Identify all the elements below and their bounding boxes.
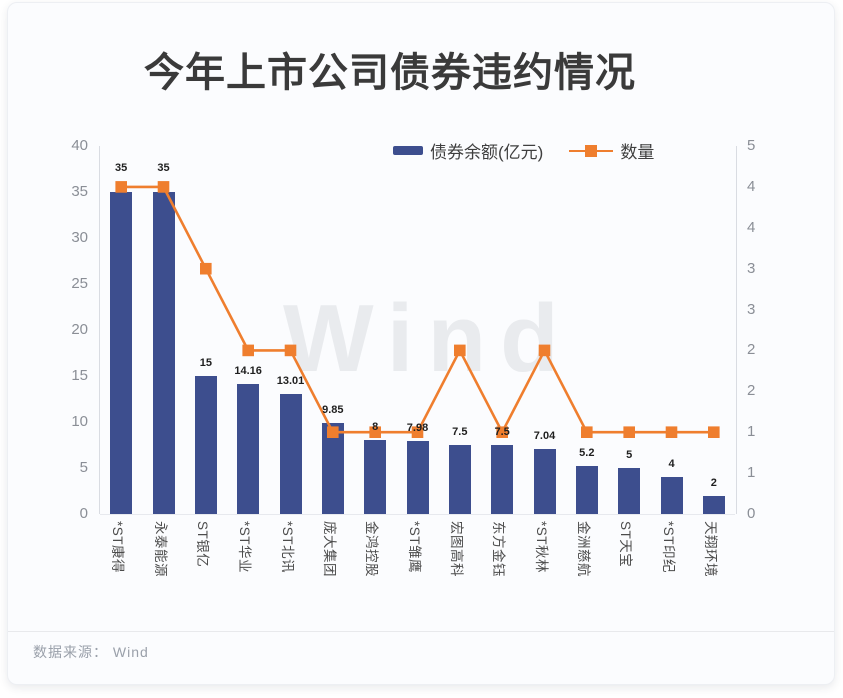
bar-value-label: 7.5 xyxy=(494,426,510,438)
count-marker xyxy=(115,181,127,193)
bar-value-label: 4 xyxy=(668,458,675,471)
bond-balance-bar xyxy=(194,376,217,514)
x-axis-label-text: *ST秋林 xyxy=(533,521,549,574)
count-marker xyxy=(200,262,212,275)
x-axis-label-text: 金鸿控股 xyxy=(364,521,380,577)
right-axis-tick: 5 xyxy=(747,137,756,154)
bond-balance-bar xyxy=(660,477,683,514)
bond-balance-bar xyxy=(279,394,302,514)
bond-balance-bar xyxy=(575,466,598,514)
bar-value-label: 9.85 xyxy=(322,404,344,417)
legend-label-count: 数量 xyxy=(620,143,655,162)
chart-card xyxy=(7,2,835,685)
count-marker xyxy=(454,344,466,357)
left-axis-tick: 0 xyxy=(79,505,88,522)
bond-balance-bar xyxy=(491,445,514,514)
x-axis-label-text: *ST北讯 xyxy=(279,521,295,574)
legend-item-bond-balance: 债券余额(亿元) xyxy=(393,138,543,163)
right-axis-tick: 1 xyxy=(747,423,756,441)
count-marker xyxy=(157,181,170,193)
left-axis-tick: 35 xyxy=(71,183,88,200)
left-axis-tick: 20 xyxy=(71,321,88,338)
legend-label-bond-balance: 债券余额(亿元) xyxy=(430,143,544,162)
bond-balance-bar xyxy=(152,192,175,514)
x-axis-label-text: *ST雏鹰 xyxy=(406,521,422,574)
bond-balance-bar xyxy=(448,445,471,514)
left-axis-tick: 15 xyxy=(71,367,88,384)
x-axis-label-text: 金洲慈航 xyxy=(575,521,591,577)
legend: 债券余额(亿元) 数量 xyxy=(393,138,654,163)
right-axis-tick: 2 xyxy=(747,341,756,359)
bar-value-label: 8 xyxy=(372,421,379,434)
legend-item-count: 数量 xyxy=(569,138,654,163)
right-axis-tick: 2 xyxy=(747,382,756,400)
bond-balance-bar xyxy=(702,495,725,514)
left-axis-line xyxy=(99,146,100,514)
x-axis-label-text: *ST华业 xyxy=(237,521,253,574)
left-axis-tick: 10 xyxy=(71,413,88,430)
count-marker xyxy=(284,344,297,357)
bond-balance-bar xyxy=(321,423,344,514)
bond-balance-bar xyxy=(110,192,133,514)
right-axis-tick: 3 xyxy=(747,300,756,318)
x-axis-label-text: 天翔环境 xyxy=(702,521,718,577)
count-marker xyxy=(327,426,339,438)
bar-value-label: 35 xyxy=(115,161,128,174)
right-axis-tick: 4 xyxy=(747,177,756,195)
x-axis-baseline xyxy=(100,514,735,515)
x-axis-label-text: 庞大集团 xyxy=(321,521,337,577)
right-axis-tick: 0 xyxy=(747,505,756,522)
x-axis-label-text: 宏图高科 xyxy=(448,521,464,577)
count-marker xyxy=(496,426,508,438)
bond-balance-bar xyxy=(364,440,387,514)
right-axis-tick: 3 xyxy=(747,259,756,277)
bar-series-swatch-icon xyxy=(393,146,423,155)
x-axis-label-text: *ST印纪 xyxy=(660,521,676,574)
right-axis-line xyxy=(736,146,737,514)
bar-value-label: 2 xyxy=(710,476,717,489)
bar-value-label: 7.04 xyxy=(533,430,556,443)
footer-divider xyxy=(8,631,834,632)
count-marker xyxy=(369,426,381,438)
bond-balance-bar xyxy=(406,440,429,514)
left-axis-tick: 5 xyxy=(79,459,88,476)
bond-balance-bar xyxy=(237,383,260,514)
bond-balance-bar xyxy=(618,468,641,514)
x-axis-label-text: 东方金钰 xyxy=(491,521,507,577)
data-source-text: 数据来源： Wind xyxy=(33,644,149,660)
bond-balance-bar xyxy=(533,449,556,514)
count-line-series xyxy=(115,181,720,438)
x-axis-label-text: 永泰能源 xyxy=(152,521,168,577)
count-marker xyxy=(411,426,424,438)
count-marker xyxy=(581,426,593,438)
x-axis-label-text: ST银亿 xyxy=(194,521,210,568)
right-axis-tick: 4 xyxy=(747,218,756,236)
chart-title: 今年上市公司债券违约情况 xyxy=(144,51,636,95)
count-marker xyxy=(623,426,635,438)
count-marker xyxy=(708,426,720,438)
bar-value-label: 7.98 xyxy=(406,421,429,434)
bar-value-label: 7.5 xyxy=(452,426,468,438)
x-axis-label-text: *ST康得 xyxy=(110,521,126,574)
left-axis-tick: 25 xyxy=(71,275,88,292)
count-line xyxy=(121,185,714,436)
bar-value-label: 5.2 xyxy=(579,447,595,460)
count-marker xyxy=(665,426,678,438)
bar-value-label: 35 xyxy=(157,161,170,174)
line-series-swatch-icon xyxy=(569,144,614,157)
bar-value-label: 5 xyxy=(626,449,633,461)
bar-value-label: 14.16 xyxy=(234,364,262,377)
count-marker xyxy=(538,344,551,357)
left-axis-tick: 40 xyxy=(71,137,88,154)
bar-value-label: 13.01 xyxy=(276,375,305,388)
x-axis-label-text: ST天宝 xyxy=(618,521,634,568)
count-marker xyxy=(242,344,254,357)
left-axis-tick: 30 xyxy=(71,229,88,246)
wind-watermark: Wind xyxy=(283,285,573,392)
bar-value-label: 15 xyxy=(199,357,212,369)
right-axis-tick: 1 xyxy=(747,464,756,482)
